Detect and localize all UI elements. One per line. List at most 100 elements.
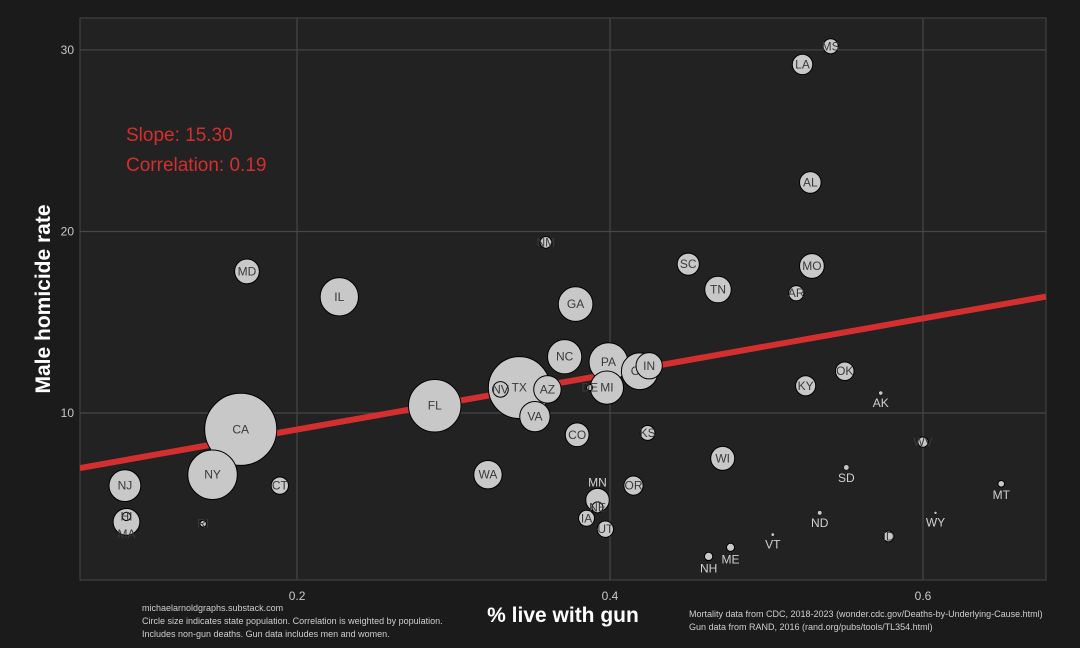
point-label: MS — [822, 39, 840, 53]
data-point-md: MD — [234, 258, 260, 285]
point-label: MI — [600, 381, 613, 395]
footnote-size-note: Circle size indicates state population. … — [142, 616, 443, 626]
data-point-in: IN — [635, 352, 663, 380]
point-label: TN — [710, 283, 726, 297]
y-axis-title: Male homicide rate — [32, 204, 55, 393]
point-label: ID — [883, 529, 895, 543]
correlation-annotation: Correlation: 0.19 — [126, 155, 266, 176]
data-point-nj: NJ — [108, 469, 142, 503]
footnote-source-site: michaelarnoldgraphs.substack.com — [142, 603, 283, 613]
data-point-de: DE — [581, 381, 598, 395]
data-point-nv: NV — [492, 381, 509, 398]
data-point-nd: ND — [811, 510, 829, 530]
data-point-mn: MN — [585, 475, 610, 513]
point-label: AR — [788, 286, 805, 300]
point-label: WV — [913, 435, 932, 449]
data-point-ms: MS — [822, 38, 840, 55]
point-label: VA — [527, 410, 542, 424]
point-label: LA — [795, 57, 810, 71]
data-point-la: LA — [791, 53, 814, 76]
point-label: MO — [802, 259, 821, 273]
point-label: WA — [479, 468, 498, 482]
point-circle — [234, 258, 260, 285]
data-point-fl: FL — [408, 378, 462, 433]
point-circle — [882, 530, 895, 543]
data-point-ks: KS — [639, 425, 656, 441]
point-label: NY — [204, 468, 221, 482]
point-label: GA — [567, 297, 584, 311]
slope-annotation: Slope: 15.30 — [126, 125, 233, 146]
data-point-ny: NY — [187, 449, 238, 500]
point-circle — [112, 508, 141, 536]
point-circle — [933, 511, 938, 515]
x-axis-title: % live with gun — [487, 604, 639, 627]
point-label: AL — [803, 175, 818, 189]
data-point-or: OR — [623, 475, 644, 496]
data-point-ut: UT — [596, 520, 614, 538]
point-circle — [108, 469, 142, 503]
data-point-nh: NH — [700, 551, 717, 576]
point-circle — [843, 464, 850, 471]
data-point-sc: SC — [676, 252, 700, 276]
data-point-az: AZ — [533, 375, 562, 404]
point-label: OK — [836, 364, 853, 378]
point-circle — [533, 375, 562, 404]
point-circle — [270, 476, 289, 495]
point-circle — [596, 520, 614, 538]
point-circle — [997, 479, 1006, 488]
data-point-me: ME — [722, 542, 740, 566]
x-tick-label: 0.2 — [289, 589, 306, 603]
point-label: UT — [597, 522, 614, 536]
data-point-ga: GA — [557, 286, 594, 322]
data-point-ky: KY — [795, 375, 817, 397]
point-circle — [121, 511, 132, 522]
point-circle — [319, 277, 359, 317]
point-label: NV — [492, 382, 509, 396]
data-point-wy: WY — [926, 511, 945, 529]
data-point-id: ID — [883, 529, 895, 543]
point-circle — [557, 286, 594, 322]
data-point-nc: NC — [547, 339, 583, 375]
point-circle — [676, 252, 700, 276]
point-circle — [791, 53, 814, 76]
point-circle — [703, 551, 714, 562]
point-circle — [795, 375, 817, 397]
data-point-ca: CA — [204, 392, 278, 466]
point-circle — [187, 449, 238, 500]
point-circle — [539, 236, 553, 249]
footnote-gun-source: Gun data from RAND, 2016 (rand.org/pubs/… — [689, 622, 933, 632]
point-label: VT — [765, 537, 781, 551]
data-point-co: CO — [564, 422, 590, 448]
data-point-ma: MA — [112, 508, 141, 541]
point-label: PA — [601, 355, 616, 369]
data-point-ar: AR — [788, 285, 805, 302]
point-label: KS — [640, 426, 656, 440]
data-point-ct: CT — [270, 476, 289, 495]
data-point-wv: WV — [913, 435, 932, 449]
point-label: NM — [537, 235, 556, 249]
data-point-il: IL — [319, 277, 359, 317]
point-circle — [473, 460, 503, 490]
point-label: AK — [873, 396, 889, 410]
point-label: HI — [120, 509, 132, 523]
point-label: CT — [272, 479, 289, 493]
point-label: KY — [798, 379, 814, 393]
point-circle — [788, 285, 805, 302]
y-tick-label: 10 — [61, 406, 75, 420]
data-point-ne: NE — [589, 500, 606, 514]
x-tick-label: 0.4 — [602, 589, 619, 603]
point-circle — [878, 390, 884, 396]
point-circle — [564, 422, 590, 448]
point-circle — [917, 436, 929, 448]
point-label: NE — [589, 500, 606, 514]
point-label: RI — [197, 517, 209, 531]
point-circle — [199, 519, 207, 528]
data-point-vt: VT — [765, 532, 781, 551]
point-circle — [586, 384, 594, 392]
point-circle — [817, 510, 823, 516]
data-point-wi: WI — [710, 445, 736, 471]
point-circle — [591, 501, 604, 514]
point-circle — [639, 425, 656, 441]
point-label: DE — [581, 381, 598, 395]
